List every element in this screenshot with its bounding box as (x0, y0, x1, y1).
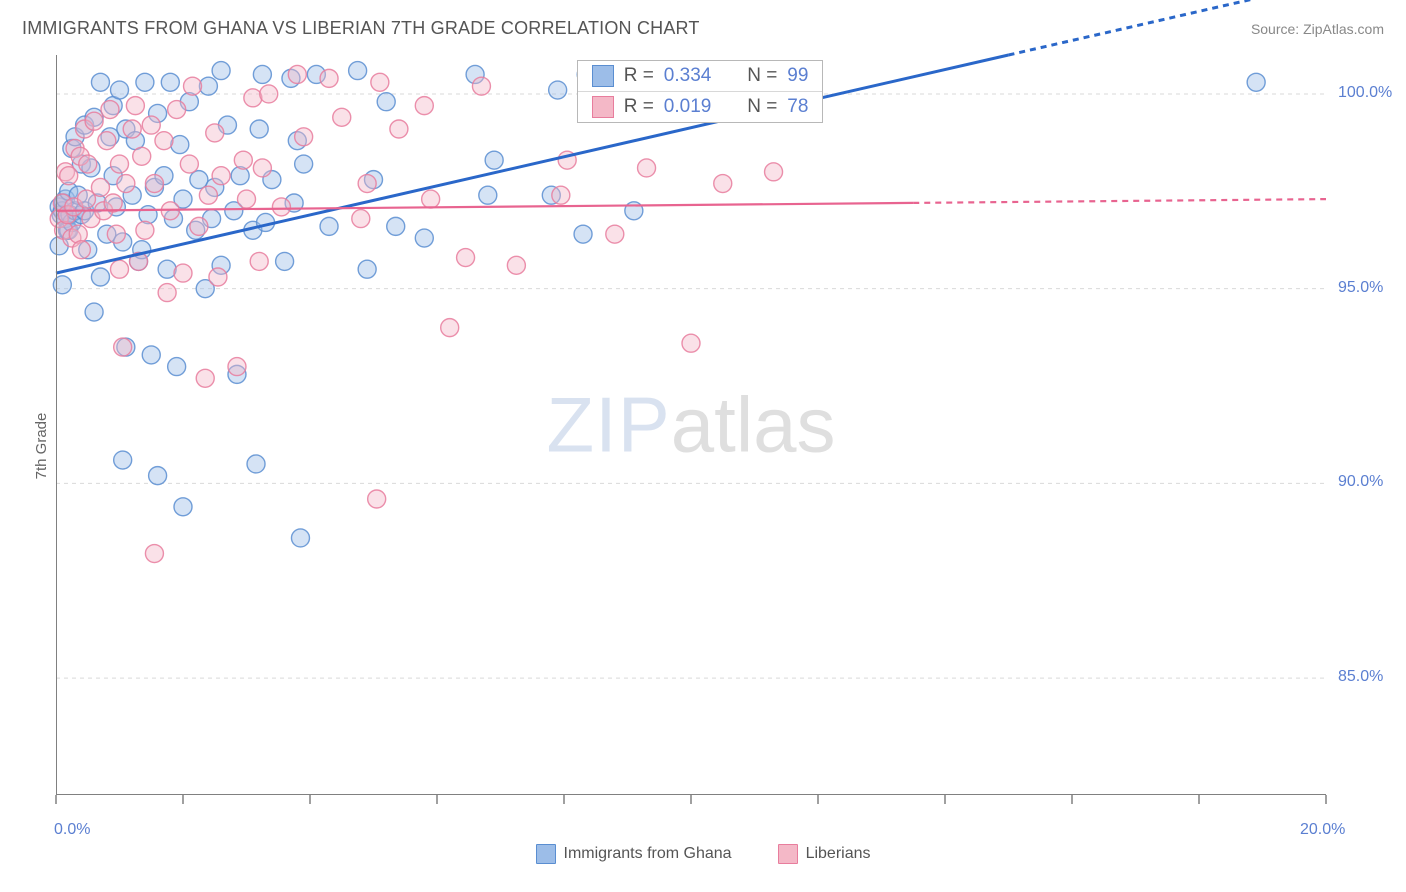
legend-swatch (778, 844, 798, 864)
legend-swatch (536, 844, 556, 864)
y-tick-label: 90.0% (1338, 473, 1383, 491)
legend-item-liberians: Liberians (778, 844, 871, 864)
plot-axes (56, 55, 1326, 795)
source-label: Source: ZipAtlas.com (1251, 21, 1384, 37)
y-tick-label: 100.0% (1338, 84, 1392, 102)
stat-r-label: R = (624, 65, 654, 87)
stat-n-value: 78 (787, 96, 808, 118)
bottom-legend: Immigrants from Ghana Liberians (0, 844, 1406, 864)
plot-container: ZIPatlas R = 0.334 N = 99R = 0.019 N = 7… (56, 55, 1326, 795)
stats-row-ghana: R = 0.334 N = 99 (578, 61, 823, 92)
stats-swatch (592, 96, 614, 118)
legend-item-ghana: Immigrants from Ghana (536, 844, 732, 864)
y-axis-title: 7th Grade (33, 413, 50, 480)
y-tick-label: 85.0% (1338, 668, 1383, 686)
stats-swatch (592, 65, 614, 87)
stat-n-label: N = (747, 65, 777, 87)
stat-n-label: N = (747, 96, 777, 118)
legend-label: Immigrants from Ghana (564, 845, 732, 863)
stats-row-liberians: R = 0.019 N = 78 (578, 92, 823, 122)
chart-title: IMMIGRANTS FROM GHANA VS LIBERIAN 7TH GR… (22, 18, 700, 39)
stats-legend-box: R = 0.334 N = 99R = 0.019 N = 78 (577, 60, 824, 123)
y-tick-label: 95.0% (1338, 279, 1383, 297)
stat-r-value: 0.334 (664, 65, 712, 87)
title-bar: IMMIGRANTS FROM GHANA VS LIBERIAN 7TH GR… (22, 18, 1384, 39)
stat-r-value: 0.019 (664, 96, 712, 118)
legend-label: Liberians (806, 845, 871, 863)
stat-n-value: 99 (787, 65, 808, 87)
stat-r-label: R = (624, 96, 654, 118)
x-tick-label: 0.0% (54, 821, 90, 839)
x-tick-label: 20.0% (1300, 821, 1345, 839)
